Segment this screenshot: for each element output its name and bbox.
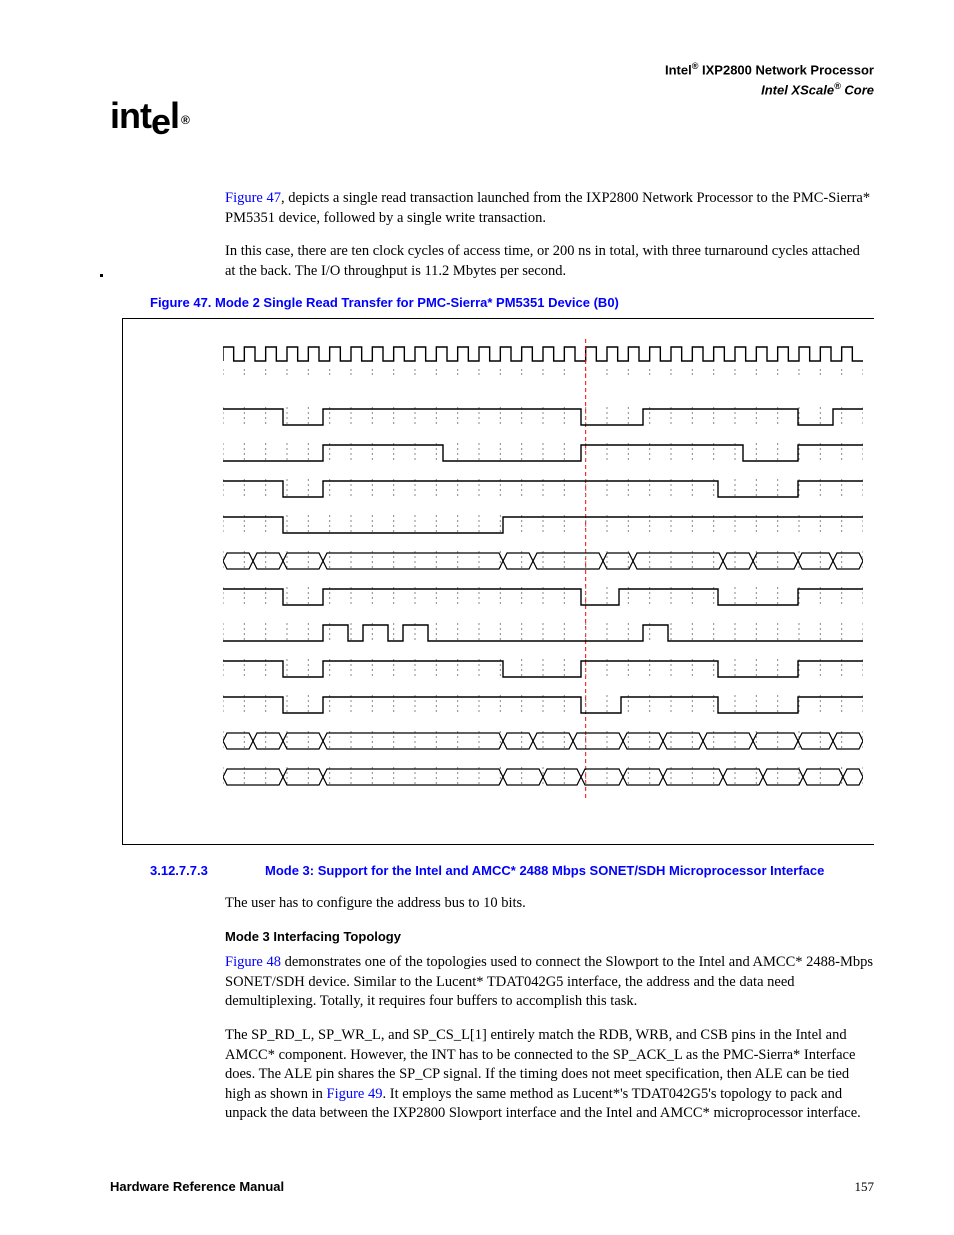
- section-title: Mode 3: Support for the Intel and AMCC* …: [265, 863, 874, 880]
- margin-dot: [100, 274, 103, 277]
- paragraph-4: Figure 48 demonstrates one of the topolo…: [225, 953, 874, 1012]
- header-line1-pre: Intel: [665, 62, 692, 77]
- page-number: 157: [855, 1179, 875, 1195]
- section-number: 3.12.7.7.3: [150, 863, 265, 878]
- timing-svg: [223, 339, 863, 809]
- section-heading: 3.12.7.7.3 Mode 3: Support for the Intel…: [110, 863, 874, 880]
- sub-heading: Mode 3 Interfacing Topology: [225, 928, 874, 946]
- paragraph-2: In this case, there are ten clock cycles…: [225, 242, 874, 281]
- reg-mark: ®: [834, 81, 841, 91]
- header-line2-pre: Intel XScale: [761, 82, 834, 97]
- paragraph-3: The user has to configure the address bu…: [225, 894, 874, 914]
- timing-diagram: [122, 318, 874, 845]
- page-header: Intel ® IXP2800 Network Processor Intel X…: [110, 60, 874, 99]
- intel-logo: intel®: [110, 95, 187, 137]
- figure-caption: Figure 47. Mode 2 Single Read Transfer f…: [150, 295, 874, 310]
- footer-manual-title: Hardware Reference Manual: [110, 1179, 284, 1195]
- figure-48-link[interactable]: Figure 48: [225, 954, 281, 970]
- header-line2-post: Core: [841, 82, 874, 97]
- figure-47-link[interactable]: Figure 47: [225, 190, 281, 206]
- header-line1-post: IXP2800 Network Processor: [698, 62, 874, 77]
- figure-49-link[interactable]: Figure 49: [327, 1086, 383, 1102]
- paragraph-5: The SP_RD_L, SP_WR_L, and SP_CS_L[1] ent…: [225, 1026, 874, 1124]
- paragraph-1: Figure 47, depicts a single read transac…: [225, 189, 874, 228]
